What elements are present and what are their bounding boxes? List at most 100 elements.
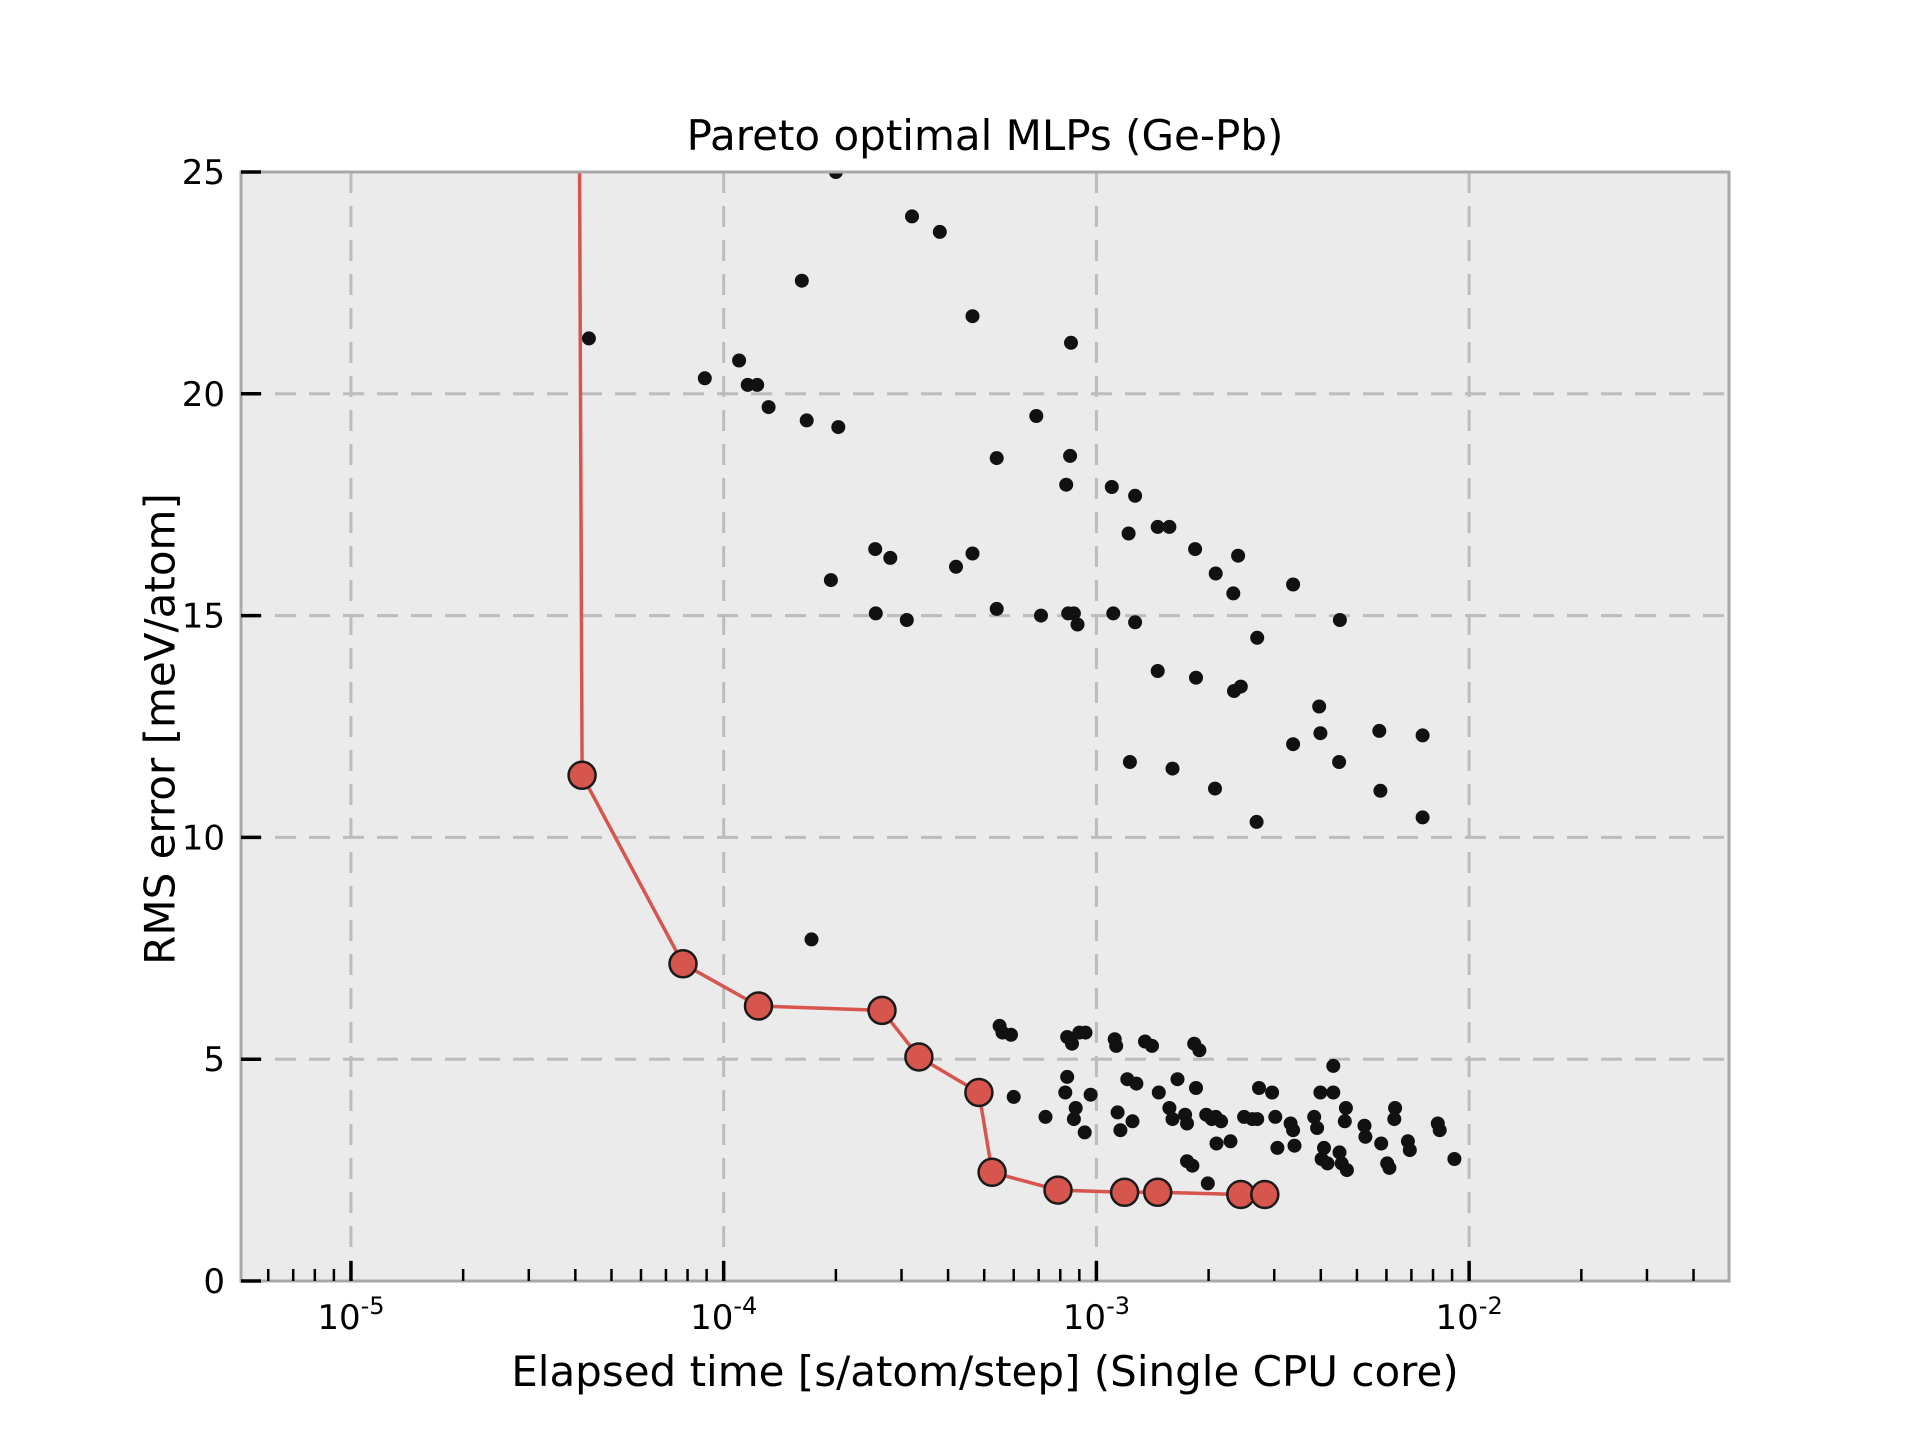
data-point	[799, 413, 814, 428]
data-point	[761, 400, 776, 415]
pareto-point	[1043, 1175, 1073, 1205]
axes-background	[241, 172, 1729, 1281]
data-point	[1059, 477, 1074, 492]
data-point	[1432, 1123, 1447, 1138]
data-point	[905, 209, 919, 224]
data-point	[1109, 1038, 1124, 1053]
pareto-point	[743, 991, 774, 1021]
data-point	[965, 309, 980, 324]
data-point	[1332, 613, 1347, 627]
data-point	[1185, 1158, 1200, 1173]
data-point	[732, 353, 747, 368]
data-point	[794, 273, 809, 288]
y-tick-labels: 0 5 10 15 20 25	[182, 153, 225, 1302]
data-point	[1226, 586, 1241, 601]
data-point	[1029, 409, 1044, 423]
data-point	[1214, 1114, 1229, 1129]
data-point	[1332, 755, 1347, 769]
data-point	[1058, 1085, 1073, 1100]
data-point	[1382, 1160, 1397, 1175]
data-point	[1165, 1112, 1180, 1127]
data-point	[1200, 1176, 1215, 1191]
data-point	[1070, 617, 1085, 632]
x-tick-label: 10-5	[317, 1292, 384, 1338]
data-point	[1388, 1101, 1403, 1115]
data-point	[965, 546, 980, 561]
data-point	[1170, 1072, 1185, 1087]
pareto-point	[1109, 1177, 1140, 1208]
data-point	[1310, 1121, 1325, 1135]
data-point	[868, 542, 883, 557]
pareto-point	[964, 1077, 994, 1108]
data-point	[1358, 1129, 1373, 1144]
data-point	[1150, 519, 1165, 534]
data-point	[1252, 1081, 1266, 1095]
data-point	[1374, 1136, 1389, 1151]
data-point	[1038, 1109, 1053, 1124]
data-point	[1129, 1076, 1144, 1091]
data-point	[1066, 1112, 1081, 1127]
x-tick-label: 10-3	[1063, 1292, 1130, 1338]
data-point	[1209, 1136, 1224, 1151]
data-point	[1189, 670, 1203, 685]
data-point	[1313, 726, 1328, 741]
data-point	[804, 932, 819, 947]
data-point	[899, 613, 914, 627]
scatter-series	[581, 172, 1462, 1191]
data-point	[1249, 814, 1264, 829]
data-point	[1077, 1125, 1092, 1140]
data-point	[1231, 548, 1246, 563]
y-tick-label: 10	[182, 818, 225, 858]
data-point	[1307, 1109, 1322, 1124]
data-point	[697, 371, 712, 386]
data-point	[831, 420, 846, 435]
y-axis-label: RMS error [meV/atom]	[135, 493, 185, 965]
data-point	[1250, 1112, 1265, 1127]
data-point	[1006, 1089, 1021, 1104]
data-point	[1326, 1085, 1341, 1100]
data-point	[1286, 1123, 1301, 1138]
data-point	[1128, 488, 1143, 503]
data-point	[581, 331, 596, 346]
data-point	[949, 559, 963, 574]
data-point	[1145, 1038, 1159, 1053]
data-point	[1208, 566, 1223, 581]
y-tick-label: 0	[203, 1262, 225, 1302]
x-tick-labels: 10-5 10-4 10-3 10-2	[317, 1292, 1502, 1338]
data-point	[989, 601, 1004, 616]
y-tick-label: 5	[203, 1040, 225, 1080]
x-tick-label: 10-2	[1436, 1292, 1503, 1338]
data-point	[1287, 1138, 1302, 1153]
data-point	[1338, 1101, 1353, 1115]
data-point	[883, 550, 898, 565]
x-axis-label: Elapsed time [s/atom/step] (Single CPU c…	[511, 1347, 1459, 1396]
data-point	[1192, 1043, 1207, 1058]
pareto-point	[977, 1157, 1007, 1188]
data-point	[823, 573, 838, 588]
data-point	[1326, 1058, 1341, 1073]
data-point	[1223, 1134, 1238, 1149]
data-point	[1337, 1114, 1352, 1129]
pareto-series	[567, 172, 1280, 1210]
data-point	[1060, 1069, 1075, 1084]
data-point	[1188, 542, 1203, 557]
pareto-point	[1250, 1179, 1280, 1210]
data-point	[1317, 1140, 1331, 1155]
data-point	[1078, 1025, 1093, 1040]
data-point	[1113, 1123, 1128, 1138]
y-tick-label: 15	[182, 597, 225, 637]
data-point	[1128, 615, 1143, 630]
data-point	[1063, 448, 1078, 463]
data-point	[1339, 1163, 1354, 1178]
data-point	[1180, 1116, 1194, 1131]
data-point	[1415, 810, 1430, 825]
data-point	[932, 224, 947, 239]
data-point	[1233, 679, 1248, 694]
data-point	[1189, 1081, 1203, 1095]
y-tick-label: 20	[182, 375, 225, 415]
data-point	[1165, 761, 1180, 776]
data-point	[1150, 664, 1165, 678]
data-point	[1034, 608, 1048, 623]
data-point	[1402, 1143, 1417, 1158]
